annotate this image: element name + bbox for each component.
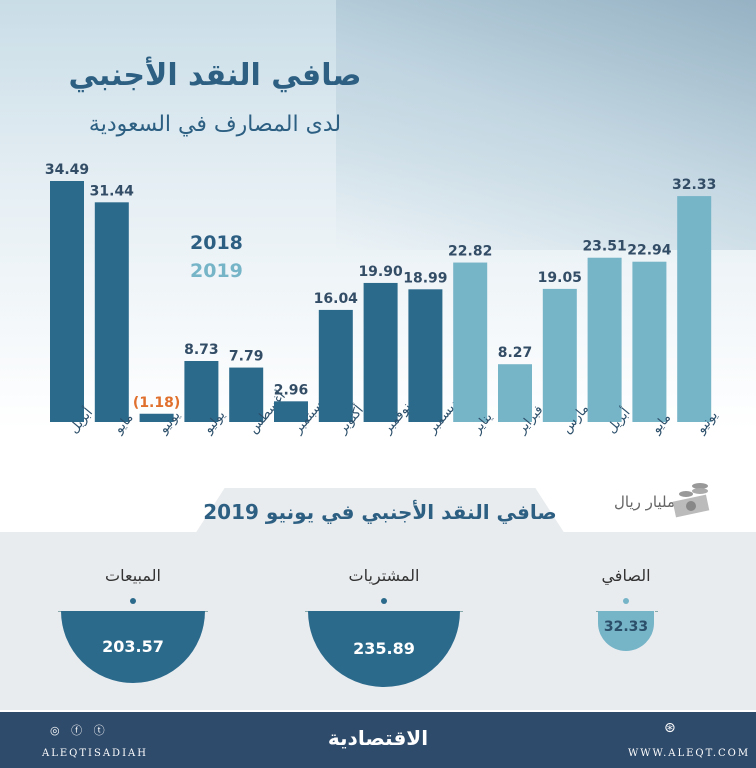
value-label: 8.27 — [498, 345, 533, 361]
bar-2 — [94, 202, 129, 422]
x-tick-label: يونيو — [156, 408, 184, 438]
value-label: 8.73 — [184, 342, 219, 358]
bar-12 — [542, 288, 577, 422]
value-label: 2.96 — [274, 382, 309, 398]
value-label: 22.82 — [448, 244, 492, 260]
bar-9 — [408, 289, 443, 422]
bar-8 — [363, 282, 398, 422]
bar-4 — [184, 360, 219, 422]
sales-dot — [130, 598, 136, 604]
value-label: 19.90 — [358, 264, 403, 280]
purchases-dot — [381, 598, 387, 604]
summary-title: صافي النقد الأجنبي في يونيو 2019 — [203, 500, 557, 524]
value-label: 32.33 — [672, 177, 716, 193]
bar-13 — [587, 257, 622, 422]
value-label: 23.51 — [582, 239, 626, 255]
bar-14 — [632, 261, 667, 422]
bar-10 — [453, 262, 488, 422]
purchases-label: المشتريات — [348, 566, 420, 585]
legend-2019: 2019 — [190, 260, 243, 282]
money-coins-icon — [672, 483, 710, 518]
value-label: 16.04 — [314, 291, 359, 307]
footer: ◎ ⓕ ⓣ ALEQTISADIAH الاقتصادية ⊛ WWW.ALEQ… — [0, 712, 756, 768]
value-label: 7.79 — [229, 349, 264, 365]
chart-subtitle: لدى المصارف في السعودية — [88, 112, 342, 137]
value-label: 22.94 — [627, 243, 672, 259]
bar-chart: 34.49أبريل31.44مايو(1.18)يونيو8.73يوليو7… — [45, 162, 721, 438]
bar-1 — [50, 181, 84, 422]
bar-15 — [677, 196, 712, 422]
bar-7 — [318, 309, 353, 422]
value-label: 31.44 — [90, 183, 135, 199]
social-icons[interactable]: ◎ ⓕ ⓣ — [50, 724, 109, 737]
value-label: 18.99 — [403, 270, 447, 286]
legend-2018: 2018 — [190, 232, 243, 254]
logo: الاقتصادية — [327, 726, 429, 750]
net-dot — [623, 598, 629, 604]
bar-5 — [229, 367, 264, 422]
chart-title: صافي النقد الأجنبي — [68, 58, 362, 93]
bar-6 — [274, 401, 308, 422]
website-icon: ⊛ — [664, 720, 676, 736]
value-label: 34.49 — [45, 162, 89, 178]
value-label: (1.18) — [133, 395, 180, 411]
summary-tab — [195, 488, 565, 534]
website-link[interactable]: WWW.ALEQT.COM — [628, 748, 751, 759]
unit-label: مليار ريال — [614, 493, 675, 511]
bar-11 — [498, 364, 532, 422]
value-label: 19.05 — [538, 270, 582, 286]
net-label: الصافي — [601, 566, 651, 585]
social-handle: ALEQTISADIAH — [42, 748, 148, 759]
bar-3 — [139, 413, 174, 422]
sales-label: المبيعات — [105, 566, 161, 585]
